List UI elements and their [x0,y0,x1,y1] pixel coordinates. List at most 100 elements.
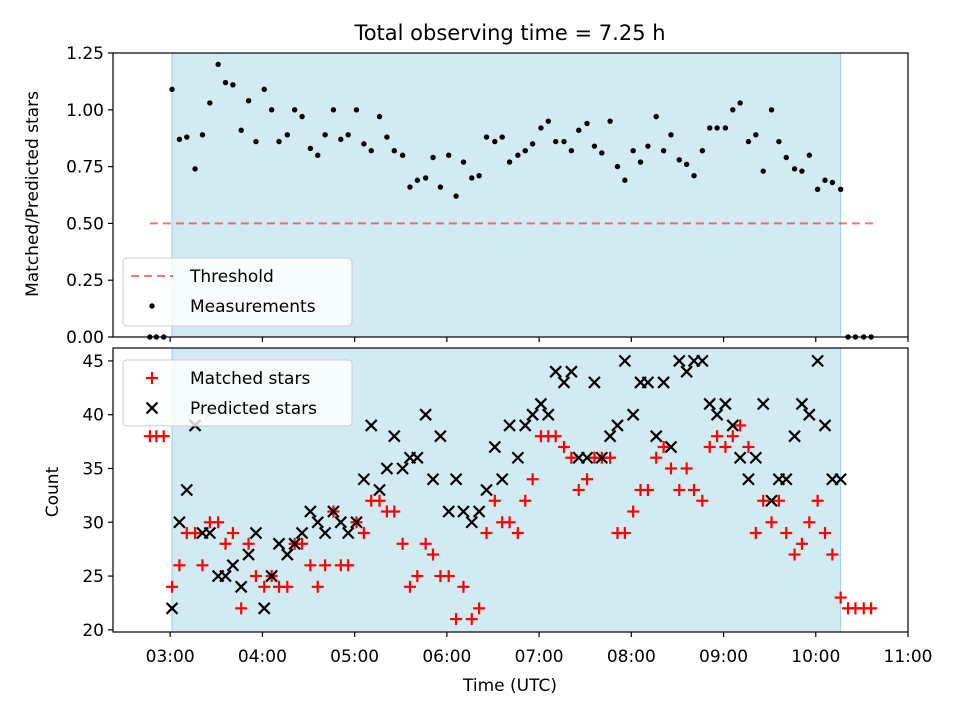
marker-stroke [626,408,640,421]
bottom-y-tick-label: 25 [82,567,104,587]
marker-stroke [434,429,447,443]
measurement-point [783,154,789,161]
marker-stroke [549,365,562,378]
matched-star-point [772,494,785,507]
marker-stroke [242,548,255,561]
marker-stroke [672,354,686,368]
measurement-point [307,145,314,152]
matched-star-point [650,451,663,464]
marker-stroke [265,569,278,583]
matched-star-point [803,516,816,529]
predicted-star-point [765,494,778,508]
matched-star-point [865,602,878,615]
x-tick-label: 08:00 [607,647,656,667]
marker-stroke [165,602,179,615]
matched-star-point [788,548,801,561]
marker-stroke [710,408,724,421]
marker-stroke [756,397,770,411]
predicted-star-point [281,548,294,561]
marker-stroke [618,354,632,368]
matched-star-point [226,527,239,540]
measurement-point [776,138,782,145]
legend-box [122,359,353,427]
predicted-star-point [350,515,363,529]
measurement-point [699,147,706,154]
predicted-star-point [680,365,693,378]
matched-star-point [465,613,478,626]
predicted-star-point [557,376,571,389]
measurement-point [599,150,605,156]
matched-star-point [304,559,317,572]
predicted-star-point [534,397,548,411]
measurement-point [476,172,482,179]
predicted-star-point [526,408,539,421]
top-y-tick-label: 1.00 [66,101,104,121]
matched-star-point [780,527,793,540]
measurement-point [637,159,644,165]
predicted-star-point [834,472,847,486]
measurement-point [822,177,828,183]
matched-star-point [450,613,463,626]
matched-star-point [641,484,654,496]
matched-star-point [319,559,332,572]
measurement-point [207,100,213,106]
bottom-x-axis-label: Time (UTC) [462,676,557,696]
marker-stroke [350,515,363,529]
measurement-point [522,147,528,154]
marker-stroke [465,515,479,529]
predicted-star-point [603,429,617,443]
x-tick-label: 10:00 [791,647,840,667]
bottom-y-tick-label: 20 [82,621,104,641]
measurement-point [322,132,328,138]
matched-star-point [396,537,409,550]
measurement-point [791,166,798,172]
matched-star-point [157,430,170,443]
marker-stroke [311,515,325,529]
marker-stroke [449,472,463,486]
predicted-star-point [173,515,186,529]
marker-stroke [834,472,847,486]
marker-stroke [272,537,286,551]
matched-star-point [696,494,709,507]
marker-stroke [442,505,455,518]
matched-star-point [503,516,516,529]
marker-stroke [611,419,624,432]
marker-stroke [657,376,670,389]
measurement-point [806,152,813,158]
predicted-star-point [396,462,409,475]
predicted-star-point [518,419,532,432]
marker-stroke [811,354,824,368]
matched-star-point [166,580,179,593]
predicted-star-point [249,526,263,540]
matched-star-point [627,505,640,518]
matched-star-point [757,494,770,507]
top-legend: Threshold Measurements [122,257,353,327]
measurement-point [529,141,536,147]
marker-stroke [180,483,194,497]
measurement-point [222,79,229,86]
marker-stroke [295,526,309,540]
predicted-star-point [803,408,816,421]
predicted-star-point [549,365,562,378]
predicted-star-point [664,440,678,454]
measurement-point [176,136,183,143]
predicted-star-point [364,419,378,432]
marker-stroke [364,419,378,432]
marker-stroke [226,559,240,572]
marker-stroke [749,451,763,465]
matched-star-point [673,484,686,496]
marker-stroke [334,515,348,529]
measurement-point [414,177,421,183]
measurement-point [576,127,582,133]
marker-stroke [380,462,394,475]
matched-star-point [403,580,416,593]
matched-star-point [296,537,309,550]
measurement-point [199,132,206,138]
matched-star-point [826,548,839,561]
top-y-axis-label: Matched/Predicted stars [23,91,43,297]
predicted-star-point [272,537,286,551]
marker-stroke [304,505,317,518]
matched-star-point [480,527,493,540]
predicted-star-point [588,376,601,389]
